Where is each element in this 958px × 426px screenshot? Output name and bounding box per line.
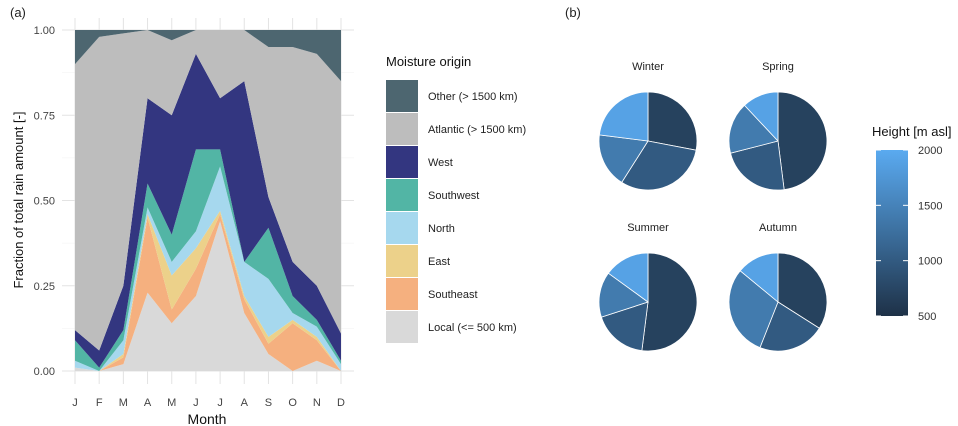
x-tick-label: J (193, 397, 199, 409)
legend-label: North (428, 223, 455, 235)
x-tick-label: M (167, 397, 176, 409)
pie-slice (598, 134, 649, 183)
pie-autumn: Autumn (728, 222, 828, 352)
x-tick-label: A (144, 397, 152, 409)
colorbar-title: Height [m asl] (872, 124, 951, 139)
pie-slice (647, 91, 698, 151)
area-series-6 (75, 30, 341, 351)
y-tick-label: 1.00 (34, 25, 55, 37)
pie-slice (777, 91, 828, 191)
legend-title: Moisture origin (386, 54, 471, 69)
legend-label: Southwest (428, 190, 479, 202)
legend-label: Local (<= 500 km) (428, 322, 517, 334)
legend-item: Other (> 1500 km) (386, 80, 518, 112)
pie-slice (730, 140, 785, 191)
x-tick-label: O (288, 397, 297, 409)
legend-swatch (386, 311, 418, 343)
legend-swatch (386, 179, 418, 211)
x-axis-label: Month (188, 411, 227, 426)
x-tick-label: J (72, 397, 78, 409)
legend-item: Local (<= 500 km) (386, 311, 517, 343)
panel-label-a: (a) (10, 5, 26, 20)
pie-winter: Winter (598, 61, 698, 191)
y-axis-ticks: 0.00 0.25 0.50 0.75 1.00 (34, 25, 55, 378)
area-series-7 (75, 30, 341, 82)
x-tick-label: S (265, 397, 272, 409)
legend-swatch (386, 212, 418, 244)
legend-item: Atlantic (> 1500 km) (386, 113, 526, 145)
colorbar-tick-label: 1500 (918, 200, 942, 212)
pie-slice (598, 91, 649, 142)
pie-summer: Summer (598, 222, 698, 352)
pie-slice (728, 270, 779, 349)
pie-slice (600, 301, 649, 352)
area-series-2 (75, 210, 341, 371)
area-series-1 (75, 214, 341, 371)
legend-item: North (386, 212, 455, 244)
legend-swatch (386, 278, 418, 310)
colorbar-tick-label: 1000 (918, 256, 942, 268)
pie-title: Winter (632, 61, 664, 73)
legend-item: West (386, 146, 453, 178)
y-tick-label: 0.00 (34, 366, 55, 378)
legend-label: Southeast (428, 289, 478, 301)
y-tick-label: 0.50 (34, 196, 55, 208)
legend-item: Southeast (386, 278, 478, 310)
y-tick-label: 0.25 (34, 281, 55, 293)
y-tick-label: 0.75 (34, 110, 55, 122)
pie-slice (728, 104, 779, 154)
legend-swatch (386, 245, 418, 277)
pie-title: Spring (762, 61, 794, 73)
pie-title: Summer (627, 222, 669, 234)
x-tick-label: A (241, 397, 249, 409)
colorbar-tick-label: 2000 (918, 145, 942, 157)
panel-label-b: (b) (565, 5, 581, 20)
pie-charts-panel: Winter Spring Summer Autumn (598, 61, 828, 352)
x-tick-label: D (337, 397, 345, 409)
y-axis-label: Fraction of total rain amount [-] (11, 111, 26, 288)
colorbar-gradient (876, 150, 908, 316)
pie-title: Autumn (759, 222, 797, 234)
pie-slice (743, 91, 779, 143)
pie-spring: Spring (728, 61, 828, 191)
pie-slice (641, 252, 698, 352)
colorbar-tick-label: 500 (918, 311, 936, 323)
legend-label: Atlantic (> 1500 km) (428, 124, 526, 136)
x-tick-label: J (217, 397, 223, 409)
pie-slice (759, 301, 820, 352)
area-series-5 (75, 53, 341, 368)
legend-swatch (386, 113, 418, 145)
pie-slice (739, 252, 779, 303)
x-tick-label: F (96, 397, 103, 409)
legend-item: East (386, 245, 450, 277)
legend-label: Other (> 1500 km) (428, 91, 518, 103)
moisture-origin-legend: Moisture origin Other (> 1500 km) Atlanti… (386, 54, 526, 343)
legend-items: Other (> 1500 km) Atlantic (> 1500 km) Wes… (386, 80, 526, 343)
legend-swatch (386, 146, 418, 178)
x-tick-label: M (119, 397, 128, 409)
area-series-4 (75, 149, 341, 371)
pie-slice (607, 252, 649, 303)
area-series-0 (75, 220, 341, 371)
area-chart-series (75, 30, 341, 371)
legend-label: East (428, 256, 450, 268)
height-colorbar: Height [m asl] 2000 1500 1000 500 (872, 124, 951, 323)
x-tick-label: N (313, 397, 321, 409)
legend-swatch (386, 80, 418, 112)
legend-item: Southwest (386, 179, 479, 211)
legend-label: West (428, 157, 453, 169)
area-series-3 (75, 166, 341, 371)
